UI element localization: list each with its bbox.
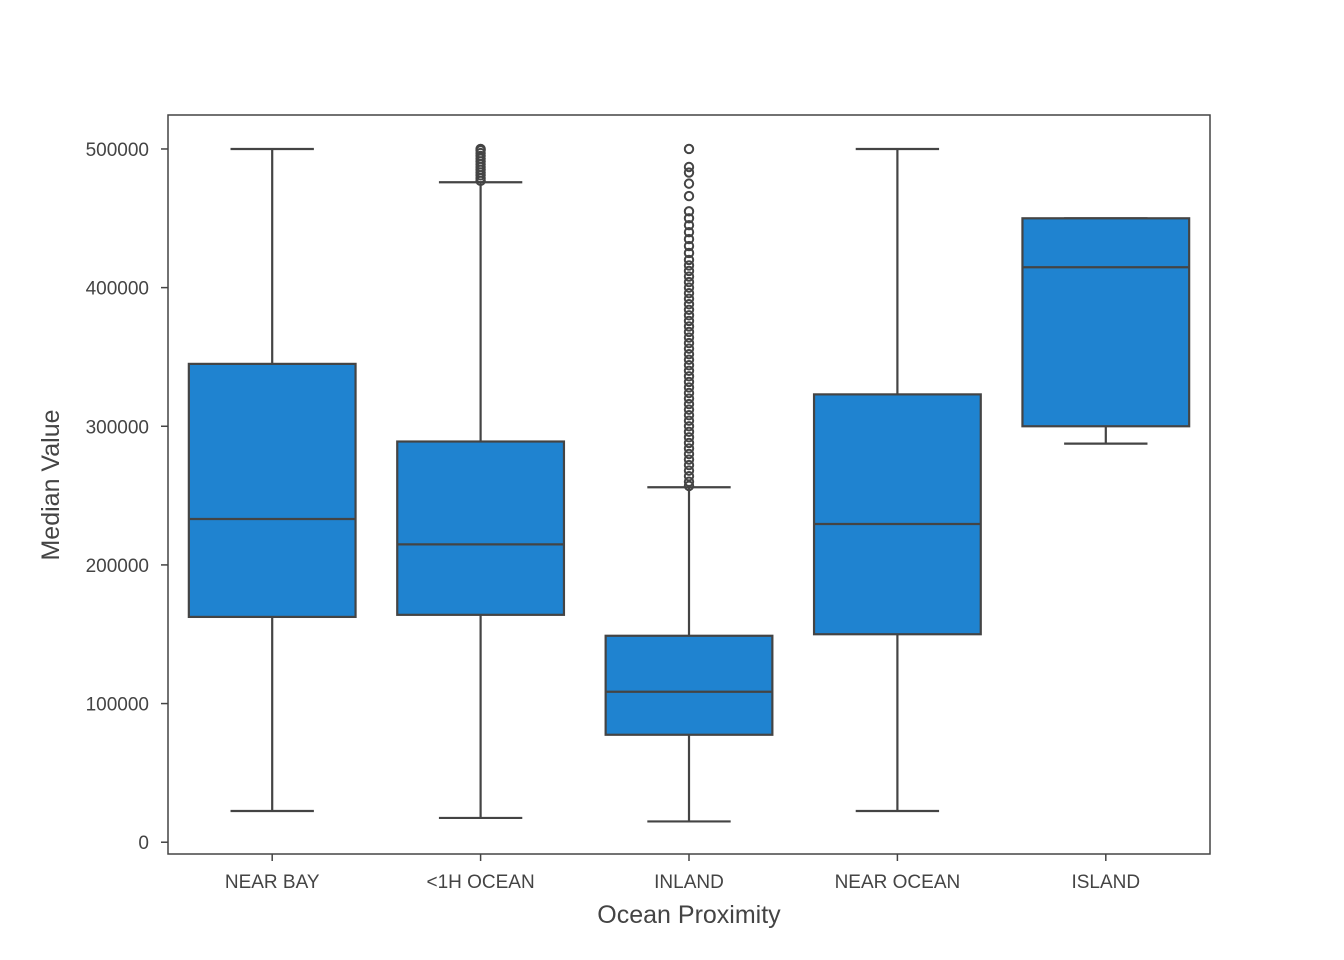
outlier-point [683,321,695,332]
x-tick-label: NEAR OCEAN [835,872,961,893]
outlier-point [683,415,695,426]
y-axis-label: Median Value [37,409,65,560]
y-axis: 0 100000 200000 300000 400000 500000 [86,140,168,854]
outlier-point [683,226,695,238]
outlier-point [683,287,695,299]
outlier-point [683,437,695,449]
outlier-point [683,393,695,404]
outlier-point [683,293,695,304]
y-tick-label: 0 [138,833,149,854]
x-tick-label: <1H OCEAN [426,872,534,893]
outlier-point [683,220,695,231]
outlier-point [683,143,695,155]
outlier-point [683,299,695,310]
x-tick-label: ISLAND [1071,872,1140,893]
outlier-point [683,387,695,399]
outlier-point [683,310,695,321]
outlier-point [683,260,695,271]
outlier-point [683,382,695,393]
outlier-point [683,465,695,476]
outlier-point [683,190,695,202]
x-axis: NEAR BAY <1H OCEAN INLAND NEAR OCEAN ISLAND [225,854,1140,893]
iqr-box [187,362,357,619]
boxes-layer [187,143,1191,823]
outlier-point [683,398,695,410]
outlier-point [683,371,695,382]
outlier-point [683,265,695,277]
x-tick-label: NEAR BAY [225,872,320,893]
box-group [187,147,357,813]
outlier-point [683,337,695,349]
box-group [604,143,774,823]
outlier-point [683,404,695,415]
box-group [812,147,982,813]
outlier-point [683,476,695,487]
outlier-point [683,161,695,173]
y-tick-label: 200000 [86,556,149,577]
outlier-point [683,282,695,293]
outlier-point [683,247,695,259]
outlier-point [683,348,695,360]
y-tick-label: 500000 [86,140,149,161]
y-tick-label: 100000 [86,695,149,716]
iqr-box [396,440,566,616]
outlier-point [683,332,695,343]
y-tick-label: 400000 [86,279,149,300]
outlier-point [683,432,695,443]
outlier-point [683,178,695,189]
outlier-point [683,240,695,252]
outlier-point [683,326,695,338]
outlier-point [683,459,695,471]
outlier-point [683,480,695,492]
x-axis-label: Ocean Proximity [597,901,781,929]
outlier-point [683,376,695,388]
outlier-point [683,409,695,421]
outlier-point [683,276,695,288]
outlier-point [683,343,695,354]
box-group [396,143,566,820]
iqr-box [812,393,982,636]
outlier-point [683,213,695,224]
x-tick-label: INLAND [654,872,724,893]
outlier-point [683,271,695,282]
outlier-point [683,443,695,454]
outlier-point [683,304,695,316]
outlier-point [683,365,695,377]
iqr-box [604,634,774,736]
outlier-point [683,421,695,432]
outlier-point [683,470,695,482]
box-group [1021,217,1191,445]
outlier-point [683,454,695,465]
iqr-box [1021,217,1191,428]
outlier-point [683,233,695,245]
outlier-point [683,206,695,217]
y-tick-label: 300000 [86,417,149,438]
outlier-point [683,448,695,460]
outlier-point [475,143,486,155]
outlier-point [683,354,695,365]
outlier-point [683,426,695,438]
outlier-point [683,315,695,327]
outlier-point [683,167,695,178]
outlier-point [683,254,695,266]
outlier-point [683,360,695,371]
